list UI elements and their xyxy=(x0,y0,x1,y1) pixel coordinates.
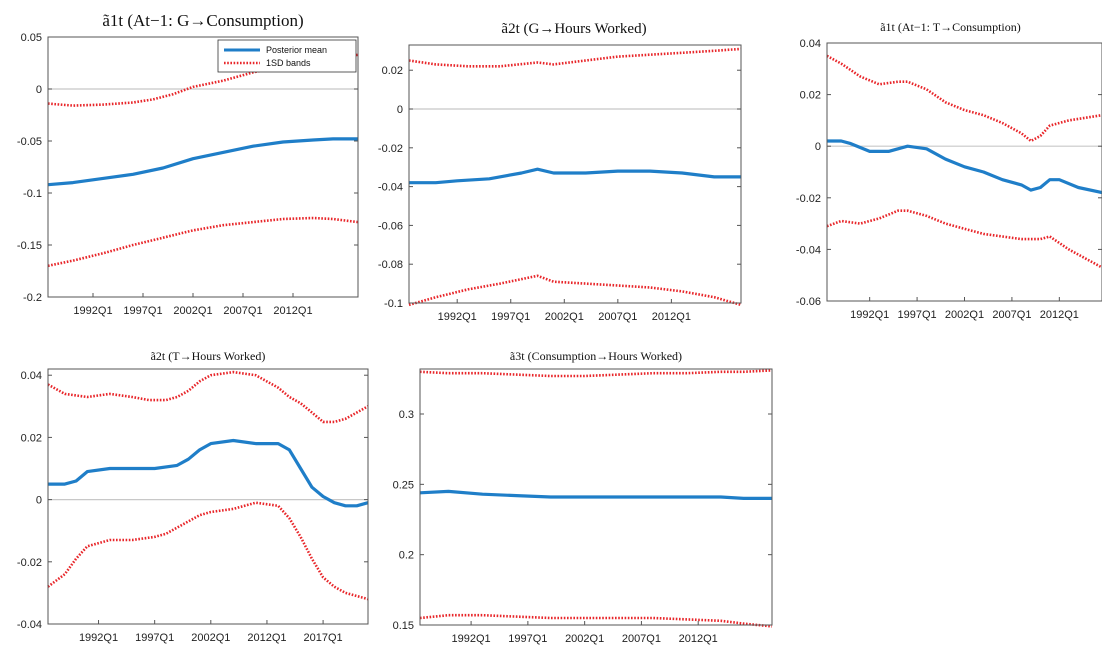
x-tick-label: 1997Q1 xyxy=(898,309,937,321)
x-tick-label: 1997Q1 xyxy=(123,305,162,317)
y-tick-label: -0.15 xyxy=(17,240,42,252)
axis-box xyxy=(47,36,359,298)
x-tick-label: 1992Q1 xyxy=(850,309,889,321)
chart-title: ã2t (T→Hours Worked) xyxy=(150,349,266,363)
y-tick-label: 0.05 xyxy=(21,32,42,44)
chart-panel-1: ã1t (At−1: G→Consumption) -0.2 -0.15 -0.1-… xyxy=(0,0,365,320)
axis-box xyxy=(419,368,773,626)
x-tick-label: 2007Q1 xyxy=(992,309,1031,321)
y-tick-label: 0.02 xyxy=(800,90,821,102)
y-tick-label: -0.06 xyxy=(378,220,403,232)
x-tick-label: 2002Q1 xyxy=(173,305,212,317)
y-tick-label: 0 xyxy=(36,495,42,507)
x-tick-label: 1997Q1 xyxy=(491,311,530,323)
x-tick-label: 2012Q1 xyxy=(247,632,286,644)
y-tick-label: -0.05 xyxy=(17,136,42,148)
plot-svg: -0.2 -0.15 -0.1 -0.05 0 0.05 1992Q1 1997Q1 2002Q… xyxy=(17,32,359,317)
y-tick-label: 0.04 xyxy=(800,38,821,50)
chart-panel-2: ã2t (G→Hours Worked) -0.1 -0.08 -0.06 -0.04… xyxy=(378,0,745,323)
series-1sd-band xyxy=(408,274,742,307)
y-tick-label: -0.08 xyxy=(378,259,403,271)
x-tick-label: 2012Q1 xyxy=(273,305,312,317)
x-tick-label: 1992Q1 xyxy=(79,632,118,644)
chart-title: ã2t (G→Hours Worked) xyxy=(501,21,647,37)
x-tick-label: 2007Q1 xyxy=(223,305,262,317)
series-1sd-band xyxy=(419,369,773,378)
series-posterior-mean xyxy=(47,137,358,187)
axis-box xyxy=(408,44,742,304)
series-1sd-band xyxy=(47,216,359,268)
y-tick-label: -0.1 xyxy=(384,298,403,310)
plot-svg: -0.1 -0.08 -0.06 -0.04 -0.02 0 0.02 1992Q1 1997Q… xyxy=(378,44,742,323)
x-tick-label: 2007Q1 xyxy=(598,311,637,323)
y-tick-label: -0.04 xyxy=(17,619,42,631)
y-tick-label: -0.02 xyxy=(378,143,403,155)
y-tick-label: -0.04 xyxy=(378,182,403,194)
chart-panel-5: ã3t (Consumption→Hours Worked) 0.15 0.2 0.… xyxy=(390,340,780,647)
series-posterior-mean xyxy=(48,438,369,508)
legend-label-mean: Posterior mean xyxy=(266,45,327,55)
y-tick-label: 0.15 xyxy=(393,620,414,632)
x-tick-label: 2002Q1 xyxy=(545,311,584,323)
x-tick-label: 1997Q1 xyxy=(508,633,547,645)
x-tick-label: 2002Q1 xyxy=(565,633,604,645)
y-tick-label: 0.02 xyxy=(21,432,42,444)
y-tick-label: -0.04 xyxy=(796,244,821,256)
legend-label-bands: 1SD bands xyxy=(266,58,311,68)
series-1sd-band xyxy=(47,370,369,424)
chart-title: ã3t (Consumption→Hours Worked) xyxy=(509,349,683,363)
y-tick-label: 0.25 xyxy=(393,479,414,491)
x-tick-label: 2012Q1 xyxy=(652,311,691,323)
x-tick-label: 2012Q1 xyxy=(679,633,718,645)
x-tick-label: 1992Q1 xyxy=(73,305,112,317)
y-tick-label: 0.3 xyxy=(399,409,414,421)
x-tick-label: 2017Q1 xyxy=(304,632,343,644)
legend-box xyxy=(217,39,357,73)
y-tick-label: 0 xyxy=(36,84,42,96)
y-tick-label: 0 xyxy=(397,104,403,116)
chart-panel-4: ã2t (T→Hours Worked) -0.04 -0.02 0 0.02 0.04… xyxy=(0,340,380,647)
y-tick-label: -0.02 xyxy=(17,557,42,569)
series-1sd-band xyxy=(408,47,742,68)
x-tick-label: 1992Q1 xyxy=(452,633,491,645)
y-tick-label: 0.04 xyxy=(21,370,42,382)
axis-box xyxy=(826,42,1102,302)
chart-title: ã1t (At−1: G→Consumption) xyxy=(102,11,304,30)
legend: Posterior mean 1SD bands xyxy=(217,39,357,73)
series-posterior-mean xyxy=(827,139,1102,195)
y-tick-label: 0.2 xyxy=(399,550,414,562)
series-1sd-band xyxy=(826,54,1102,143)
x-tick-label: 2002Q1 xyxy=(945,309,984,321)
series-posterior-mean xyxy=(419,489,772,500)
y-tick-label: 0 xyxy=(815,141,821,153)
plot-svg: -0.04 -0.02 0 0.02 0.04 1992Q1 1997Q1 2002Q1 201… xyxy=(17,368,369,644)
y-tick-label: -0.06 xyxy=(796,296,821,308)
plot-svg: 0.15 0.2 0.25 0.3 1992Q1 1997Q1 2002Q1 2007Q1 20… xyxy=(393,368,773,645)
y-tick-label: -0.02 xyxy=(796,193,821,205)
series-1sd-band xyxy=(826,209,1102,269)
series-1sd-band xyxy=(419,613,773,628)
x-tick-label: 2007Q1 xyxy=(622,633,661,645)
y-tick-label: -0.1 xyxy=(23,188,42,200)
series-1sd-band xyxy=(47,501,369,601)
axis-box xyxy=(47,368,369,625)
y-tick-label: -0.2 xyxy=(23,292,42,304)
x-tick-label: 2002Q1 xyxy=(191,632,230,644)
plot-svg: -0.06 -0.04 -0.02 0 0.02 0.04 1992Q1 1997Q1 2002… xyxy=(796,38,1102,321)
series-posterior-mean xyxy=(409,167,741,185)
x-tick-label: 1997Q1 xyxy=(135,632,174,644)
chart-title: ã1t (At−1: T→Consumption) xyxy=(880,20,1021,34)
chart-panel-3: ã1t (At−1: T→Consumption) -0.06 -0.04 -0.0… xyxy=(760,0,1102,321)
x-tick-label: 1992Q1 xyxy=(438,311,477,323)
x-tick-label: 2012Q1 xyxy=(1040,309,1079,321)
y-tick-label: 0.02 xyxy=(382,65,403,77)
